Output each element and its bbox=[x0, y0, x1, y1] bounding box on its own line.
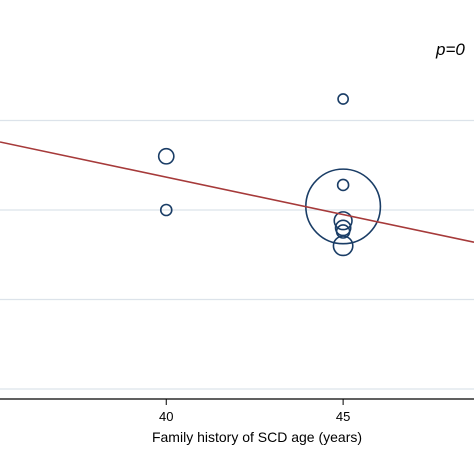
x-tick-label: 45 bbox=[336, 409, 350, 424]
data-point bbox=[159, 203, 173, 217]
data-point bbox=[333, 211, 353, 231]
x-axis-ticks: 40 45 bbox=[159, 399, 350, 424]
data-point bbox=[305, 168, 382, 245]
data-point bbox=[335, 224, 351, 239]
p-value-annotation: p=0 bbox=[435, 40, 465, 59]
x-axis-title: Family history of SCD age (years) bbox=[152, 429, 362, 445]
data-point bbox=[332, 235, 354, 257]
x-tick-label: 40 bbox=[159, 409, 173, 424]
data-point bbox=[157, 147, 175, 165]
data-points bbox=[157, 93, 382, 257]
gridlines bbox=[0, 119, 474, 390]
fit-line bbox=[0, 141, 474, 244]
data-point bbox=[336, 178, 350, 192]
data-point bbox=[337, 93, 349, 105]
